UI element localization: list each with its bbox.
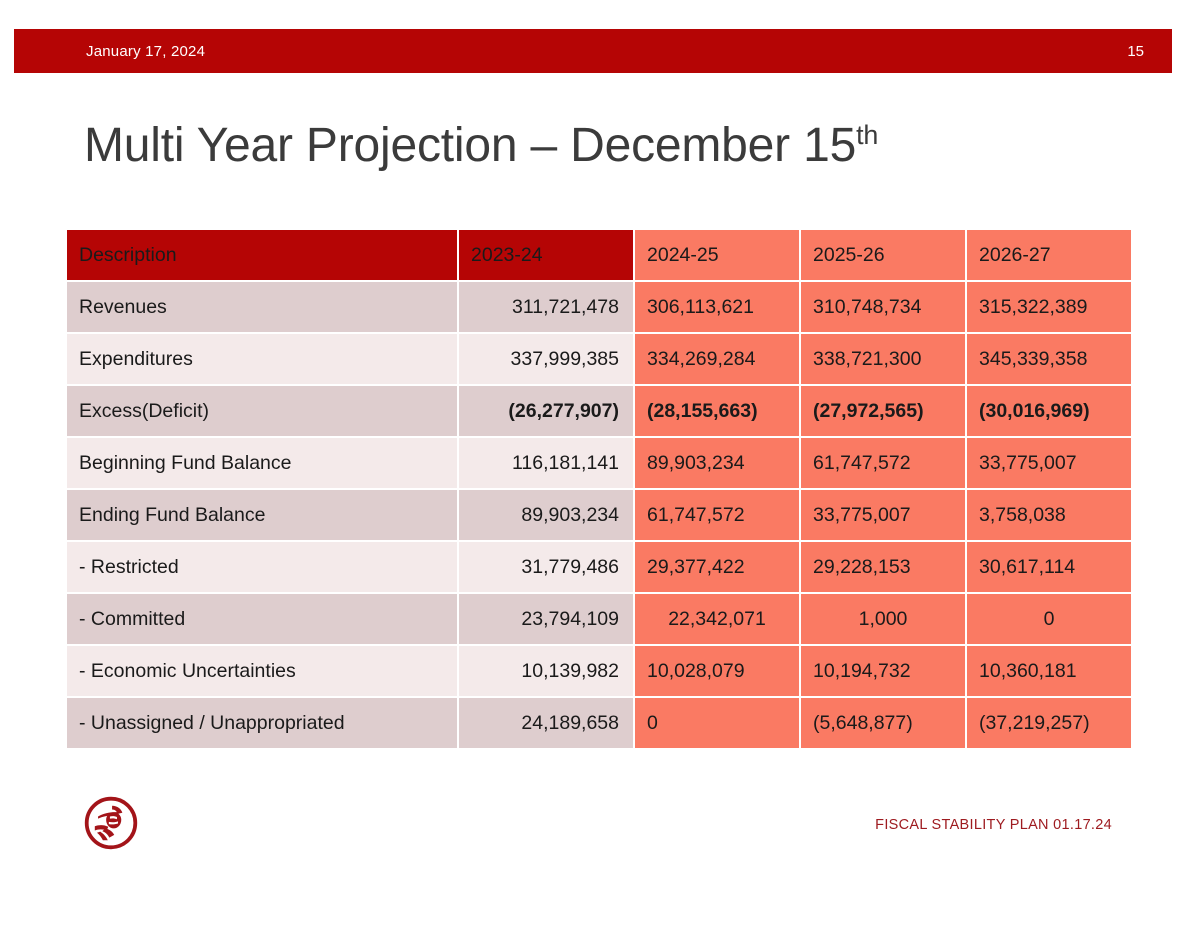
cell-2025-26: 1,000 <box>801 594 965 644</box>
cell-2025-26: (27,972,565) <box>801 386 965 436</box>
cell-2023-24: 31,779,486 <box>459 542 633 592</box>
cell-2025-26: 29,228,153 <box>801 542 965 592</box>
cell-2025-26: (5,648,877) <box>801 698 965 748</box>
cell-2026-27: 315,322,389 <box>967 282 1131 332</box>
cell-2026-27: (30,016,969) <box>967 386 1131 436</box>
cell-2023-24: (26,277,907) <box>459 386 633 436</box>
cell-2025-26: 61,747,572 <box>801 438 965 488</box>
table-row: - Committed 23,794,109 22,342,071 1,000 0 <box>67 594 1131 644</box>
cell-2023-24: 24,189,658 <box>459 698 633 748</box>
slide-header-banner: January 17, 2024 15 <box>14 29 1172 73</box>
table-row: Excess(Deficit) (26,277,907) (28,155,663)(… <box>67 386 1131 436</box>
cell-2026-27: 345,339,358 <box>967 334 1131 384</box>
cell-2023-24: 337,999,385 <box>459 334 633 384</box>
cell-2025-26: 33,775,007 <box>801 490 965 540</box>
column-header-2025-26: 2025-26 <box>801 230 965 280</box>
column-header-description: Description <box>67 230 457 280</box>
table-header: Description 2023-24 2024-25 2025-26 2026… <box>67 230 1131 280</box>
row-label: - Committed <box>67 594 457 644</box>
page-title-ordinal-suffix: th <box>856 120 879 150</box>
slide-date: January 17, 2024 <box>86 42 206 60</box>
table-row: - Economic Uncertainties 10,139,982 10,028… <box>67 646 1131 696</box>
cell-2024-25: (28,155,663) <box>635 386 799 436</box>
column-header-2024-25: 2024-25 <box>635 230 799 280</box>
table-row: Beginning Fund Balance 116,181,141 89,903,… <box>67 438 1131 488</box>
cell-2024-25: 89,903,234 <box>635 438 799 488</box>
table-row: - Restricted 31,779,486 29,377,422 29,228,1… <box>67 542 1131 592</box>
cell-2023-24: 89,903,234 <box>459 490 633 540</box>
cell-2026-27: 30,617,114 <box>967 542 1131 592</box>
cell-2024-25: 306,113,621 <box>635 282 799 332</box>
cell-2024-25: 0 <box>635 698 799 748</box>
table-row: Revenues 311,721,478 306,113,621 310,748,73… <box>67 282 1131 332</box>
multi-year-projection-table: Description 2023-24 2024-25 2025-26 2026… <box>65 228 1133 750</box>
table-header-row: Description 2023-24 2024-25 2025-26 2026… <box>67 230 1131 280</box>
table-row: - Unassigned / Unappropriated 24,189,658 0… <box>67 698 1131 748</box>
cell-2025-26: 310,748,734 <box>801 282 965 332</box>
cell-2023-24: 116,181,141 <box>459 438 633 488</box>
column-header-2023-24: 2023-24 <box>459 230 633 280</box>
table-row: Ending Fund Balance 89,903,234 61,747,572 3… <box>67 490 1131 540</box>
cell-2026-27: 0 <box>967 594 1131 644</box>
cell-2025-26: 10,194,732 <box>801 646 965 696</box>
cell-2026-27: 10,360,181 <box>967 646 1131 696</box>
cell-2025-26: 338,721,300 <box>801 334 965 384</box>
row-label: Expenditures <box>67 334 457 384</box>
district-mascot-logo-icon <box>84 796 138 850</box>
table-body: Revenues 311,721,478 306,113,621 310,748,73… <box>67 282 1131 748</box>
page-title-main: Multi Year Projection – December 15 <box>84 119 857 172</box>
cell-2026-27: 3,758,038 <box>967 490 1131 540</box>
cell-2024-25: 22,342,071 <box>635 594 799 644</box>
cell-2024-25: 334,269,284 <box>635 334 799 384</box>
footer-plan-label: FISCAL STABILITY PLAN 01.17.24 <box>875 817 1112 833</box>
table-row: Expenditures 337,999,385 334,269,284 338,72… <box>67 334 1131 384</box>
cell-2024-25: 61,747,572 <box>635 490 799 540</box>
row-label: - Economic Uncertainties <box>67 646 457 696</box>
slide-page-number: 15 <box>1127 42 1144 60</box>
row-label: Excess(Deficit) <box>67 386 457 436</box>
cell-2026-27: (37,219,257) <box>967 698 1131 748</box>
cell-2023-24: 10,139,982 <box>459 646 633 696</box>
row-label: Beginning Fund Balance <box>67 438 457 488</box>
cell-2023-24: 311,721,478 <box>459 282 633 332</box>
column-header-2026-27: 2026-27 <box>967 230 1131 280</box>
cell-2026-27: 33,775,007 <box>967 438 1131 488</box>
row-label: - Restricted <box>67 542 457 592</box>
cell-2024-25: 10,028,079 <box>635 646 799 696</box>
cell-2023-24: 23,794,109 <box>459 594 633 644</box>
cell-2024-25: 29,377,422 <box>635 542 799 592</box>
row-label: Ending Fund Balance <box>67 490 457 540</box>
row-label: Revenues <box>67 282 457 332</box>
row-label: - Unassigned / Unappropriated <box>67 698 457 748</box>
page-title: Multi Year Projection – December 15th <box>84 118 878 173</box>
